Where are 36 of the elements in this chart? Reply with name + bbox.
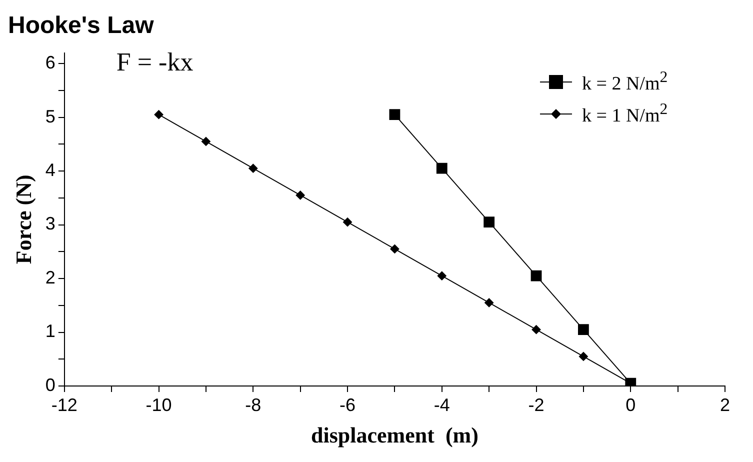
y-tick-label: 4 bbox=[45, 160, 56, 180]
chart-title: Hooke's Law bbox=[8, 12, 154, 40]
y-tick-label: 1 bbox=[45, 321, 56, 342]
point bbox=[390, 244, 400, 254]
x-tick-label: 2 bbox=[720, 394, 730, 415]
y-tick-label: 5 bbox=[45, 106, 56, 126]
point bbox=[437, 271, 446, 280]
x-axis-title: displacement (m) bbox=[310, 422, 478, 448]
point bbox=[389, 109, 400, 120]
y-tick-label: 3 bbox=[45, 214, 56, 234]
point bbox=[532, 325, 541, 334]
point bbox=[343, 218, 352, 227]
point bbox=[484, 216, 495, 228]
point bbox=[201, 136, 210, 146]
x-tick-label: -6 bbox=[340, 394, 356, 415]
legend-label: k = 1 N/m$^{2}$ bbox=[582, 100, 668, 128]
legend-label: k = 2 N/m$^{2}$ bbox=[582, 68, 668, 96]
x-tick-label: 0 bbox=[626, 394, 636, 415]
y-tick-label: 6 bbox=[45, 52, 56, 73]
point bbox=[154, 110, 164, 120]
point bbox=[248, 164, 258, 173]
y-tick-label: 2 bbox=[45, 267, 56, 288]
x-tick-label: -2 bbox=[528, 394, 544, 415]
point bbox=[578, 324, 589, 336]
point bbox=[436, 162, 448, 174]
annotation: F = -kx bbox=[116, 48, 194, 77]
point bbox=[296, 190, 305, 200]
x-tick-label: -4 bbox=[434, 394, 450, 415]
x-tick-label: -8 bbox=[245, 394, 262, 415]
point bbox=[484, 298, 494, 308]
x-tick-label: -10 bbox=[146, 394, 172, 415]
point bbox=[530, 270, 542, 282]
point bbox=[578, 352, 588, 361]
x-tick-label: -12 bbox=[51, 394, 78, 415]
y-tick-label: 0 bbox=[45, 374, 56, 395]
y-axis-title: Force (N) bbox=[10, 174, 36, 264]
